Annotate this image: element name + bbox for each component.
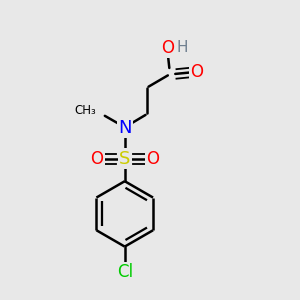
Text: O: O (190, 63, 203, 81)
Text: N: N (118, 119, 131, 137)
Text: Cl: Cl (117, 263, 133, 281)
Text: S: S (119, 150, 130, 168)
Text: CH₃: CH₃ (75, 104, 97, 117)
Text: O: O (90, 150, 103, 168)
Text: O: O (161, 39, 174, 57)
Text: H: H (177, 40, 188, 55)
Text: O: O (146, 150, 159, 168)
